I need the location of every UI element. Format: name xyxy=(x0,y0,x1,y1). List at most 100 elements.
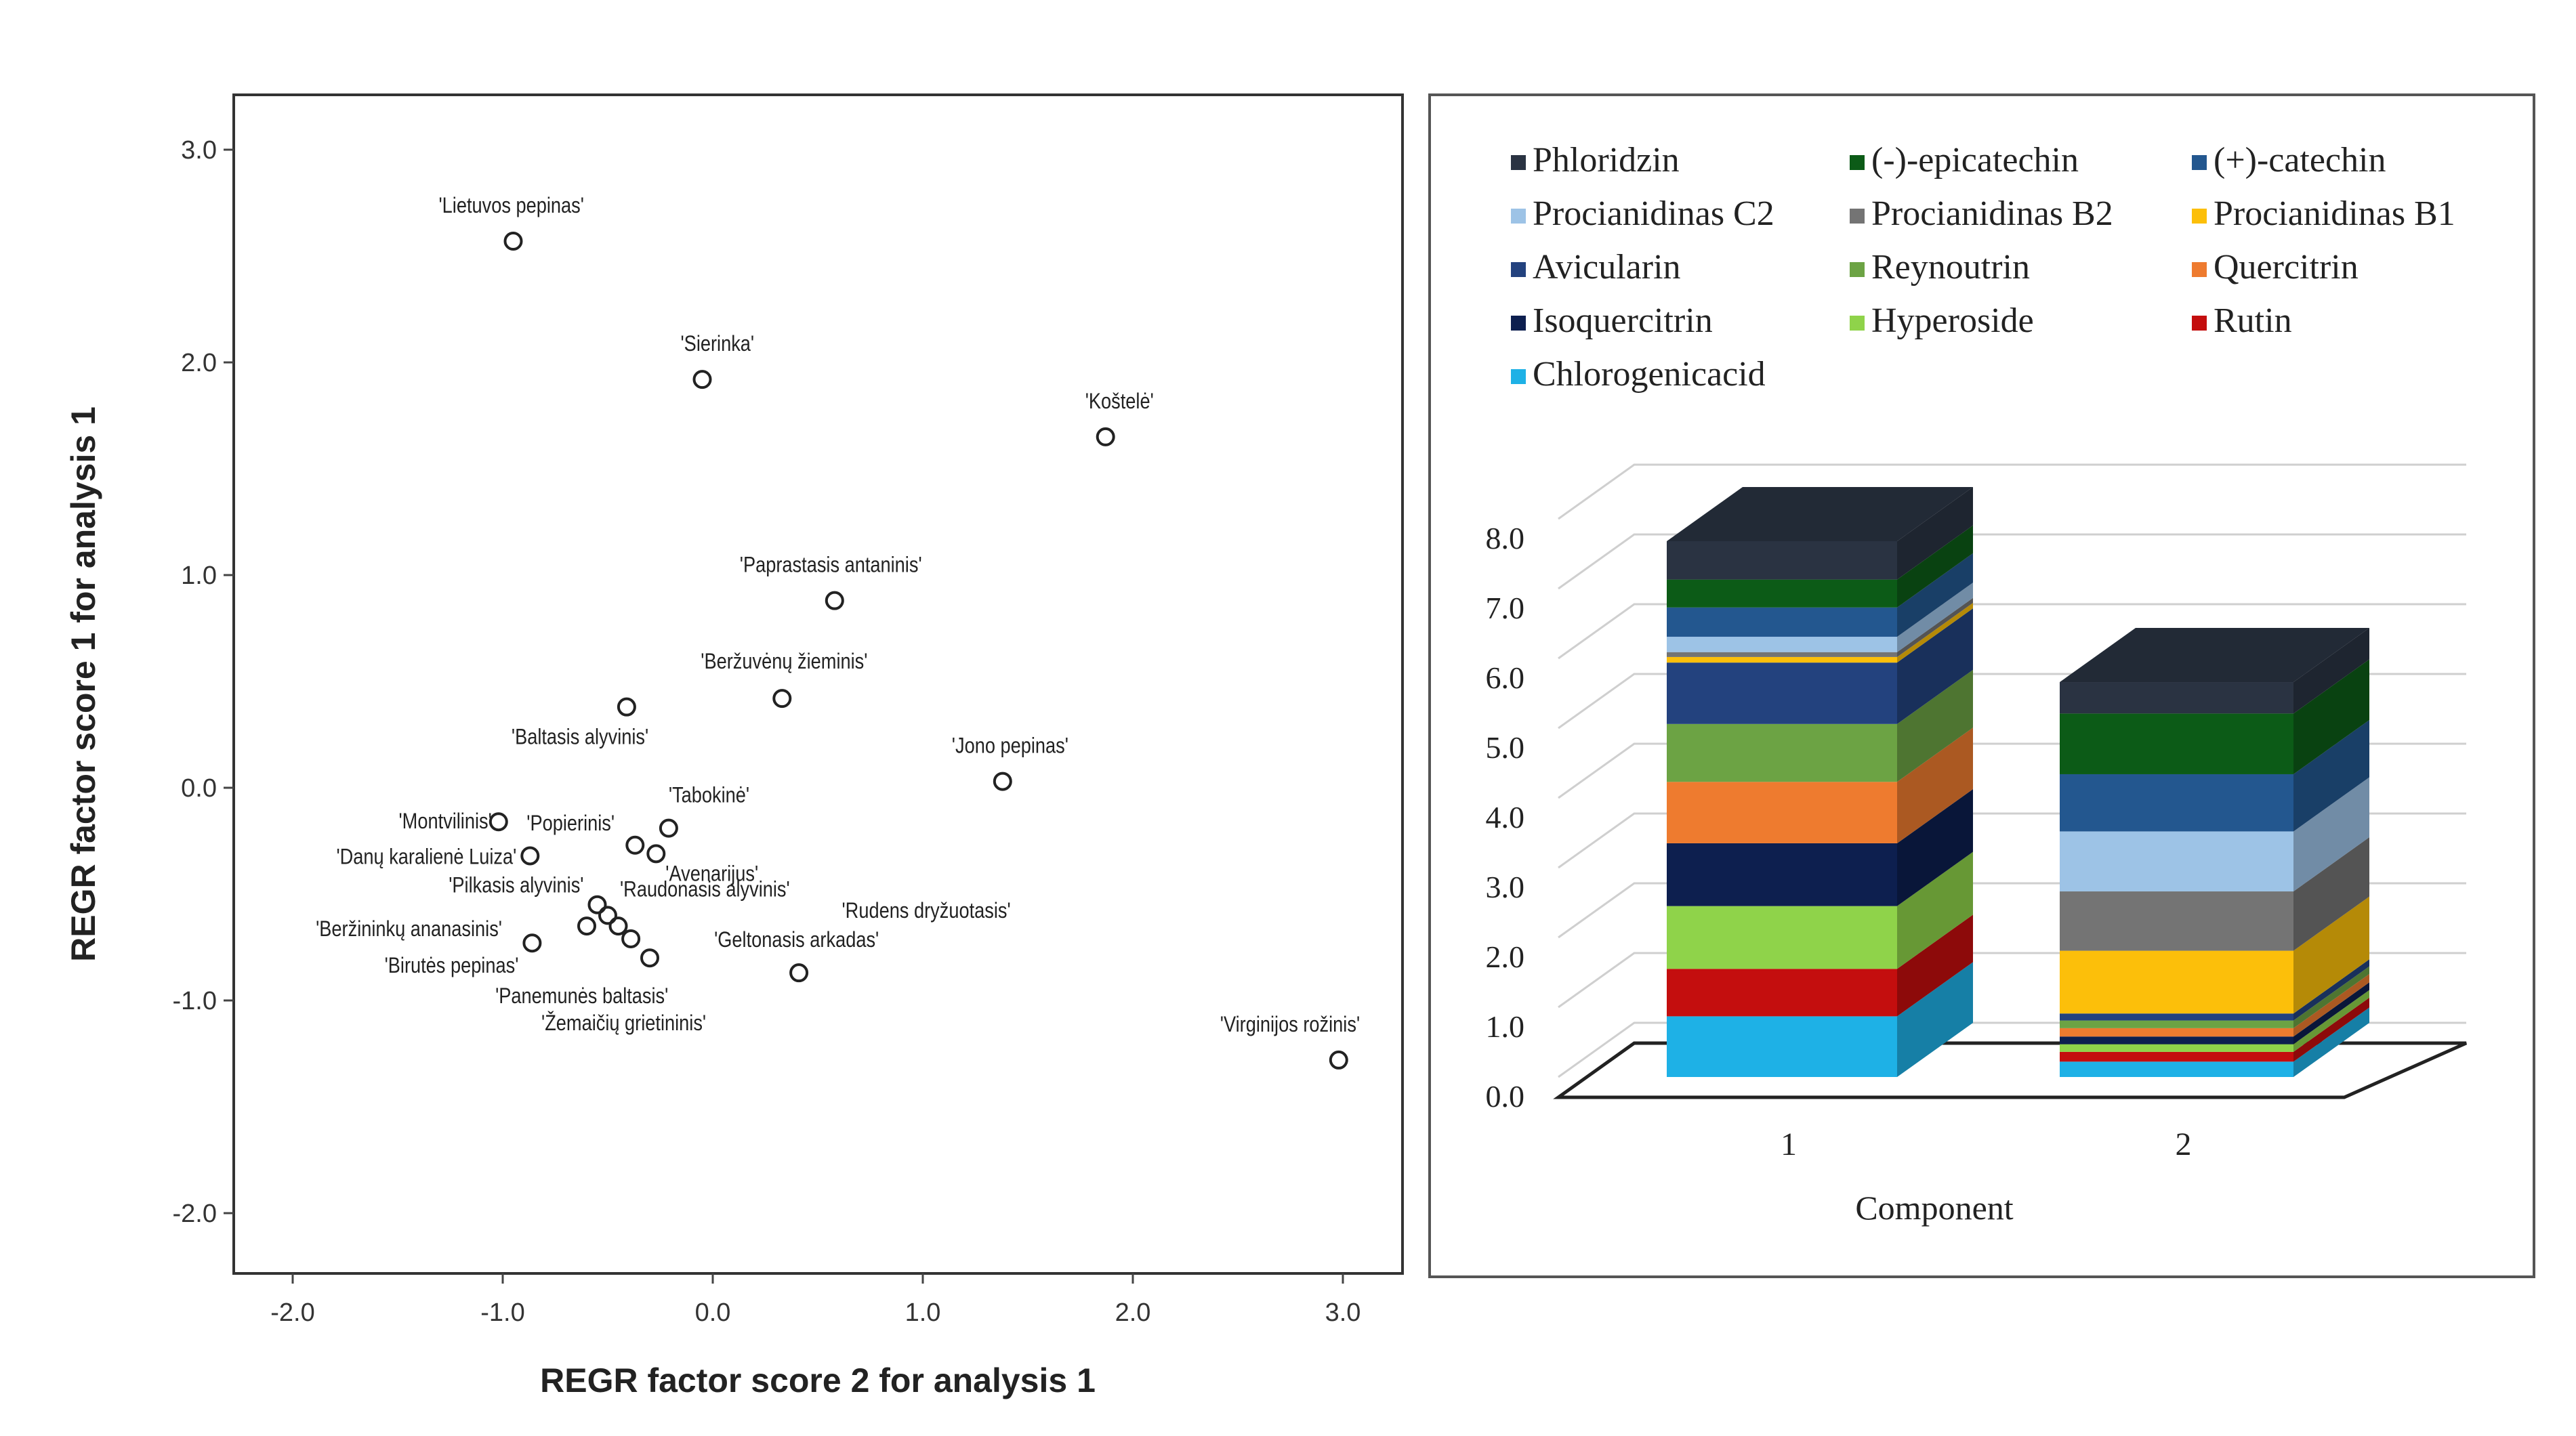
scatter-point-label: 'Baltasis alyvinis' xyxy=(512,725,648,750)
bar-segment-front xyxy=(2060,1036,2293,1044)
legend-item-chlorogenicacid: Chlorogenicacid xyxy=(1511,355,1766,394)
scatter-point-tabokin xyxy=(659,818,678,838)
bar-y-ticks: 0.0 1.0 2.0 3.0 4.0 5.0 6.0 7.0 8.0 xyxy=(1486,521,1525,1114)
scatter-y-tick-label: 2.0 xyxy=(181,349,217,377)
legend-label: (+)-catechin xyxy=(2214,141,2386,180)
legend-item-catechin: (+)-catechin xyxy=(2192,141,2386,180)
bar-segment-top xyxy=(2060,628,2369,683)
legend-label: Phloridzin xyxy=(1533,141,1680,180)
bar-segment-isoquercitrin-component-2 xyxy=(2060,982,2369,1044)
legend-swatch xyxy=(1511,155,1526,170)
bar-segment-front xyxy=(1667,969,1897,1017)
bar-segment-hyperoside-component-1 xyxy=(1667,851,1973,969)
bar-segment-catechin-component-1 xyxy=(1667,553,1973,637)
legend-swatch xyxy=(1850,209,1865,224)
legend-swatch xyxy=(2192,316,2207,331)
legend-label: Avicularin xyxy=(1533,248,1681,287)
bar-y-tick-label: 7.0 xyxy=(1486,591,1525,625)
scatter-y-tick-label: 0.0 xyxy=(181,774,217,803)
bar-segment-procianidinas-b1-component-2 xyxy=(2060,896,2369,1014)
scatter-x-tick-label: 3.0 xyxy=(1325,1298,1361,1327)
bar-segment-avicularin-component-1 xyxy=(1667,608,1973,724)
scatter-x-axis-title: REGR factor score 2 for analysis 1 xyxy=(540,1361,1096,1399)
bar-segment-side xyxy=(2293,982,2369,1044)
bar-segment-front xyxy=(2060,682,2293,714)
scatter-point-baltasis-alyvinis xyxy=(617,697,636,717)
scatter-point-label: 'Koštelė' xyxy=(1085,389,1154,414)
bar-segment-side xyxy=(2293,777,2369,892)
legend-swatch xyxy=(1850,262,1865,277)
legend-label: Procianidinas B1 xyxy=(2214,194,2455,233)
bar-segment-side xyxy=(1897,727,1973,843)
bar-segment-front xyxy=(2060,831,2293,892)
scatter-point-label: 'Paprastasis antaninis' xyxy=(740,553,922,578)
bar-segment-front xyxy=(2060,1044,2293,1052)
bar-x-tick-label: 2 xyxy=(2176,1126,2192,1162)
bar-segment-front xyxy=(2060,950,2293,1014)
scatter-point-ber-uv-n-ieminis xyxy=(772,689,792,709)
legend-label: Hyperoside xyxy=(1871,301,2034,340)
bar-segment-side xyxy=(1897,583,1973,652)
bar-segment-side xyxy=(1897,597,1973,657)
bar-segment-side xyxy=(1897,914,1973,1017)
bar-segment-front xyxy=(2060,1061,2293,1077)
bar-segment-epicatechin-component-1 xyxy=(1667,525,1973,608)
scatter-point-montvilinis xyxy=(489,812,508,832)
bar-segment-hyperoside-component-2 xyxy=(2060,990,2369,1052)
scatter-point-virginijos-ro-inis xyxy=(1329,1050,1348,1070)
scatter-point-dan-karalien-luiza xyxy=(520,846,540,866)
bar-gridline xyxy=(1558,533,2466,590)
bar-segment-front xyxy=(1667,1016,1897,1077)
legend-item-phloridzin: Phloridzin xyxy=(1511,141,1680,180)
legend: Phloridzin (-)-epicatechin (+)-catechin Pro… xyxy=(1511,141,2455,394)
bar-y-tick-label: 8.0 xyxy=(1486,521,1525,555)
legend-item-procianidinas-b1: Procianidinas B1 xyxy=(2192,194,2455,233)
bar-segment-chlorogenicacid-component-1 xyxy=(1667,962,1973,1077)
bar-y-tick-label: 3.0 xyxy=(1486,870,1525,904)
bar-segment-front xyxy=(1667,607,1897,637)
bar-segment-front xyxy=(1667,656,1897,663)
bar-segment-side xyxy=(1897,525,1973,608)
bar-y-tick-label: 4.0 xyxy=(1486,800,1525,835)
bar-segment-procianidinas-b2-component-1 xyxy=(1667,597,1973,657)
scatter-y-tick-label: 3.0 xyxy=(181,136,217,165)
bar-segment-front xyxy=(1667,662,1897,724)
bar-segment-side xyxy=(2293,959,2369,1021)
legend-label: Rutin xyxy=(2214,301,2292,340)
scatter-x-ticks: -2.0 -1.0 0.0 1.0 2.0 3.0 xyxy=(270,1273,1360,1327)
scatter-point-emai-i-grietininis xyxy=(640,948,659,968)
scatter-point-lietuvos-pepinas xyxy=(503,232,523,251)
bar-segment-epicatechin-component-2 xyxy=(2060,659,2369,774)
scatter-point-label: 'Danų karalienė Luiza' xyxy=(336,845,516,869)
bar-segment-side xyxy=(2293,990,2369,1052)
bar-segment-front xyxy=(1667,652,1897,657)
legend-swatch xyxy=(1850,316,1865,331)
legend-swatch xyxy=(1850,155,1865,170)
bar-segment-side xyxy=(1897,669,1973,782)
bar-segment-side xyxy=(2293,1007,2369,1077)
scatter-x-tick-label: 2.0 xyxy=(1115,1298,1151,1327)
scatter-point-ber-inink-ananasinis xyxy=(577,916,596,936)
bar-gridline xyxy=(1558,603,2466,660)
legend-item-procianidinas-c2: Procianidinas C2 xyxy=(1511,194,1774,233)
bar-segment-front xyxy=(1667,723,1897,782)
bar-segment-front xyxy=(1667,843,1897,906)
scatter-point-jono-pepinas xyxy=(993,772,1012,791)
bar-segment-front xyxy=(1667,579,1897,608)
legend-swatch xyxy=(2192,262,2207,277)
scatter-x-tick-label: 0.0 xyxy=(695,1298,731,1327)
scatter-point-label: 'Tabokinė' xyxy=(669,784,749,808)
legend-swatch xyxy=(1511,262,1526,277)
bar-gridline xyxy=(1558,463,2466,520)
bar-x-tick-label: 1 xyxy=(1781,1126,1797,1162)
scatter-point-label: 'Virginijos rožinis' xyxy=(1220,1013,1360,1037)
scatter-point-pilkasis-alyvinis xyxy=(587,895,607,914)
bar-segment-side xyxy=(1897,553,1973,637)
scatter-point-labels: 'Lietuvos pepinas' 'Sierinka' 'Koštelė' 'Pa… xyxy=(316,194,1360,1036)
bar-segment-rutin-component-1 xyxy=(1667,914,1973,1017)
legend-label: Isoquercitrin xyxy=(1533,301,1713,340)
scatter-point-raudonasis-alyvinis xyxy=(598,906,617,925)
legend-swatch xyxy=(2192,155,2207,170)
